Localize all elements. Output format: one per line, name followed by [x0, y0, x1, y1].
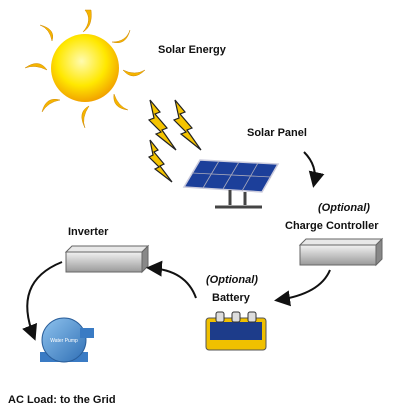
- solar-panel-icon: [182, 159, 280, 209]
- arrow: [274, 269, 331, 307]
- inverter-icon: [64, 244, 150, 274]
- ac-load-label: AC Load: to the Grid: [8, 394, 116, 406]
- solar-energy-label: Solar Energy: [158, 44, 227, 56]
- battery-label: Battery: [212, 292, 251, 304]
- water-pump-icon: Water Pump: [40, 317, 94, 363]
- charge-controller-note: (Optional): [318, 202, 370, 214]
- battery-note: (Optional): [206, 274, 258, 286]
- solar-panel-label: Solar Panel: [247, 127, 307, 139]
- charge-controller-icon: [298, 237, 384, 267]
- lightning-icon: [147, 99, 202, 183]
- battery-icon: [205, 311, 267, 351]
- arrow: [22, 261, 63, 341]
- sun-icon: [24, 9, 146, 129]
- arrow: [146, 260, 197, 299]
- inverter-label: Inverter: [68, 226, 109, 238]
- pump-label: Water Pump: [50, 338, 78, 344]
- arrow: [303, 151, 325, 188]
- charge-controller-label: Charge Controller: [285, 220, 379, 232]
